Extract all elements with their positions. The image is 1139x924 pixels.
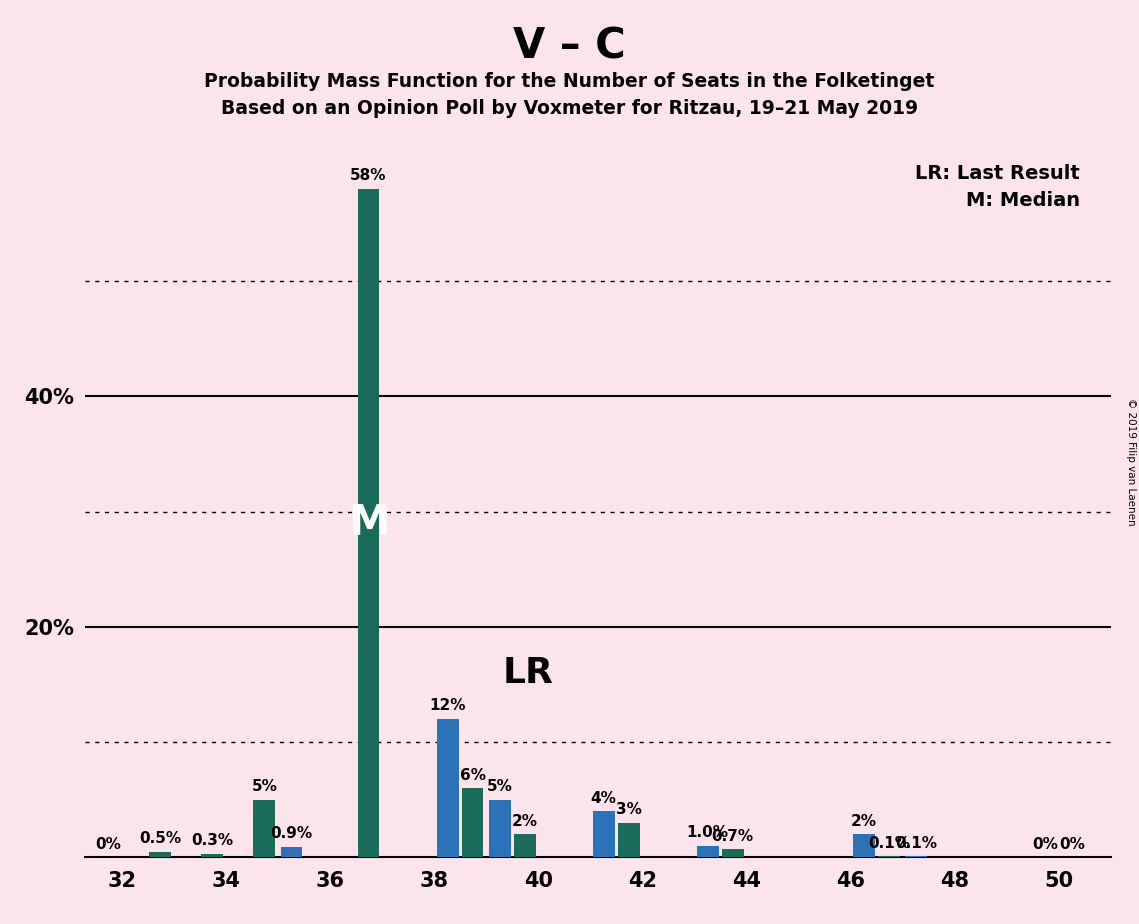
Text: © 2019 Filip van Laenen: © 2019 Filip van Laenen [1126,398,1136,526]
Bar [722,849,744,857]
Bar [853,834,875,857]
Text: 0%: 0% [1032,837,1058,852]
Text: M: M [347,502,390,544]
Text: 5%: 5% [252,779,278,794]
Bar [436,719,459,857]
Bar [592,811,615,857]
Text: 0.1%: 0.1% [895,835,937,851]
Text: 2%: 2% [511,814,538,829]
Bar [461,788,483,857]
Text: 58%: 58% [351,168,387,183]
Text: 1.0%: 1.0% [687,825,729,840]
Text: 12%: 12% [429,699,466,713]
Text: 0.9%: 0.9% [270,826,312,842]
Text: Based on an Opinion Poll by Voxmeter for Ritzau, 19–21 May 2019: Based on an Opinion Poll by Voxmeter for… [221,99,918,118]
Bar [697,846,719,857]
Bar [489,800,510,857]
Bar [149,852,171,857]
Text: 4%: 4% [591,791,616,806]
Bar [280,847,303,857]
Text: Probability Mass Function for the Number of Seats in the Folketinget: Probability Mass Function for the Number… [204,72,935,91]
Bar [514,834,535,857]
Bar [358,188,379,857]
Text: V – C: V – C [514,26,625,67]
Text: 0.3%: 0.3% [191,833,233,848]
Text: 0.1%: 0.1% [868,835,910,851]
Bar [617,823,640,857]
Text: 6%: 6% [459,768,485,783]
Text: 2%: 2% [851,814,877,829]
Bar [254,800,276,857]
Text: LR: LR [502,656,554,690]
Text: 0.7%: 0.7% [712,829,754,844]
Text: M: Median: M: Median [966,190,1080,210]
Text: 5%: 5% [486,779,513,794]
Text: 0.5%: 0.5% [139,831,181,846]
Text: LR: Last Result: LR: Last Result [915,164,1080,183]
Text: 0%: 0% [1059,837,1085,852]
Text: 0%: 0% [96,837,121,852]
Text: 3%: 3% [616,802,641,817]
Bar [202,854,223,857]
